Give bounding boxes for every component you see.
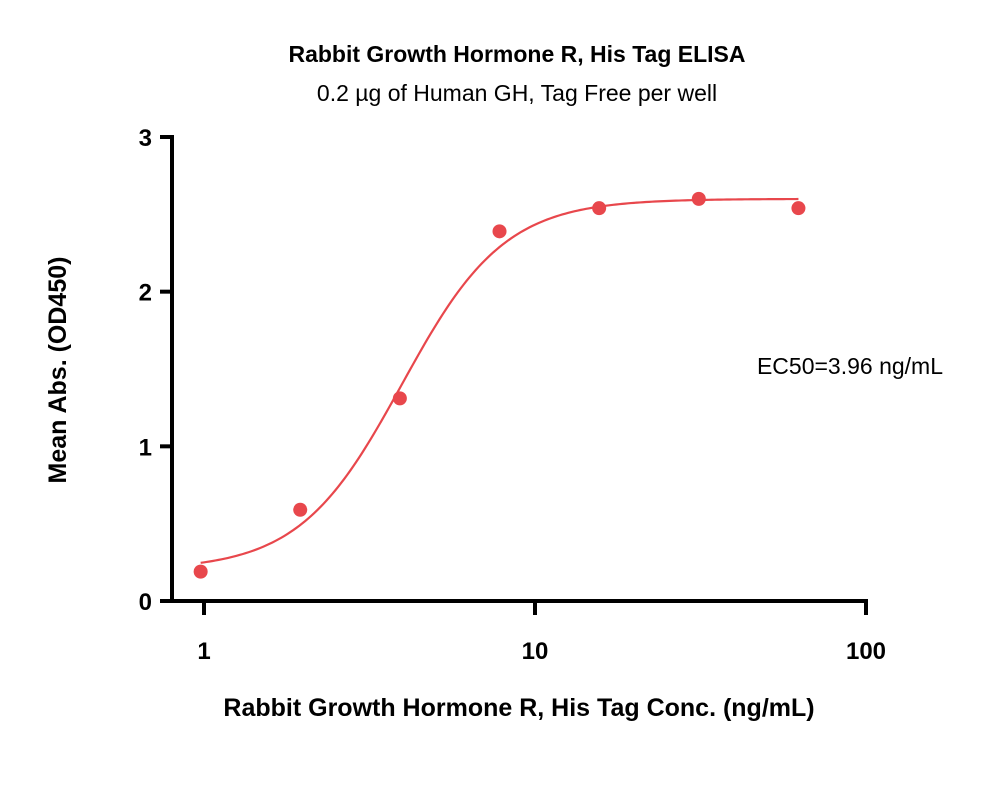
y-tick-label: 3 xyxy=(139,125,152,152)
x-axis-label: Rabbit Growth Hormone R, His Tag Conc. (… xyxy=(223,694,814,722)
y-tick-label: 0 xyxy=(139,589,152,616)
axes: 0 1 2 3 1 10 100 xyxy=(139,125,886,665)
chart-title: Rabbit Growth Hormone R, His Tag ELISA xyxy=(288,41,745,67)
y-tick-label: 2 xyxy=(139,280,152,307)
data-point xyxy=(791,201,806,216)
data-point xyxy=(592,201,607,216)
ec50-annotation: EC50=3.96 ng/mL xyxy=(757,353,943,379)
fit-curve xyxy=(200,197,799,564)
x-tick-label: 100 xyxy=(846,638,886,665)
fit-curve-group xyxy=(200,197,799,564)
x-tick-label: 1 xyxy=(197,638,210,665)
data-points xyxy=(193,191,806,579)
data-point xyxy=(193,564,208,579)
y-tick-label: 1 xyxy=(139,434,152,461)
chart-subtitle: 0.2 µg of Human GH, Tag Free per well xyxy=(317,80,717,106)
x-tick-label: 10 xyxy=(522,638,549,665)
data-point xyxy=(392,391,407,406)
data-point xyxy=(691,191,706,206)
y-axis-label: Mean Abs. (OD450) xyxy=(44,257,72,484)
data-point xyxy=(492,224,507,239)
data-point xyxy=(293,502,308,517)
